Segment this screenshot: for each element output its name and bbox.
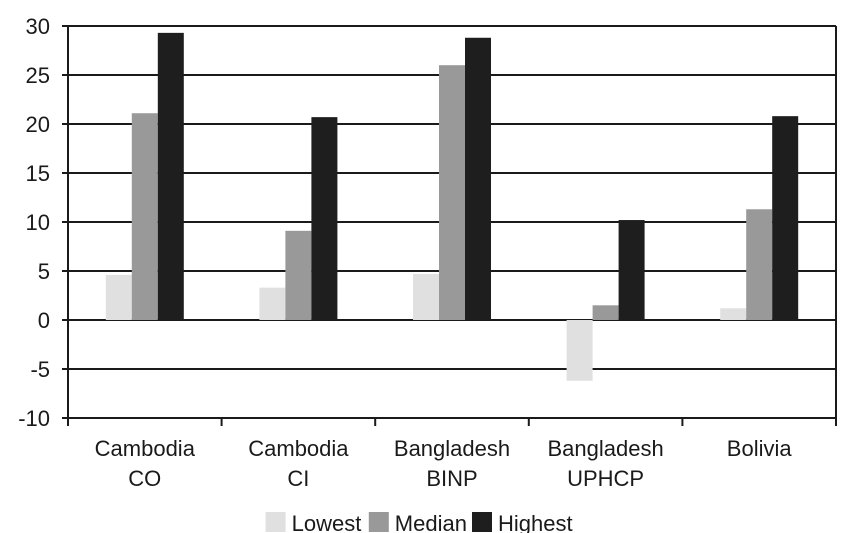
x-category-label-line: Cambodia [95,436,196,461]
bar-median [285,230,312,320]
bar-highest [157,32,184,321]
x-category-label-line: CO [128,466,161,491]
x-category-label-line: Bangladesh [547,436,663,461]
bar-lowest [566,320,593,381]
bar-lowest [720,308,747,320]
bar-highest [618,220,645,320]
bar-highest [311,117,338,320]
x-category-label-line: Bangladesh [394,436,510,461]
x-category-label-line: Cambodia [248,436,349,461]
x-category-label: Bangladesh BINP [394,436,510,491]
legend-label-highest: Highest [498,511,573,533]
legend: Lowest Median Highest [265,511,573,533]
y-tick-label: 15 [26,161,50,186]
y-tick-label: 20 [26,112,50,137]
bar-highest [465,37,491,320]
x-category-label-line: UPHCP [567,466,644,491]
y-tick-label: -10 [18,406,50,431]
y-tick-label: 10 [26,210,50,235]
x-category-label-line: BINP [426,466,477,491]
y-tick-label: 5 [38,259,50,284]
y-tick-label: 30 [26,14,50,39]
x-category-label: Bolivia [727,436,793,461]
legend-label-lowest: Lowest [292,511,362,533]
y-tick-label: 0 [38,308,50,333]
y-axis-tick-labels: -10 -5 0 5 10 15 20 25 30 [18,14,50,431]
bar-highest [772,116,799,320]
bars [105,32,799,381]
bar-median [131,113,158,320]
legend-swatch-lowest [265,512,286,532]
x-category-label-line: CI [287,466,309,491]
bar-lowest [413,273,439,320]
bar-lowest [105,274,132,320]
x-category-label: Cambodia CI [248,436,349,491]
y-tick-label: 25 [26,63,50,88]
y-tick-label: -5 [30,357,50,382]
bar-median [439,65,465,320]
legend-swatch-highest [472,512,492,532]
x-category-label: Bangladesh UPHCP [547,436,663,491]
x-category-label: Cambodia CO [95,436,196,491]
bar-lowest [259,287,286,320]
legend-label-median: Median [395,511,467,533]
legend-swatch-median [368,512,389,532]
bar-median [746,209,773,320]
bar-median [592,305,619,320]
plot-frame [62,25,837,426]
x-category-label-line: Bolivia [727,436,793,461]
